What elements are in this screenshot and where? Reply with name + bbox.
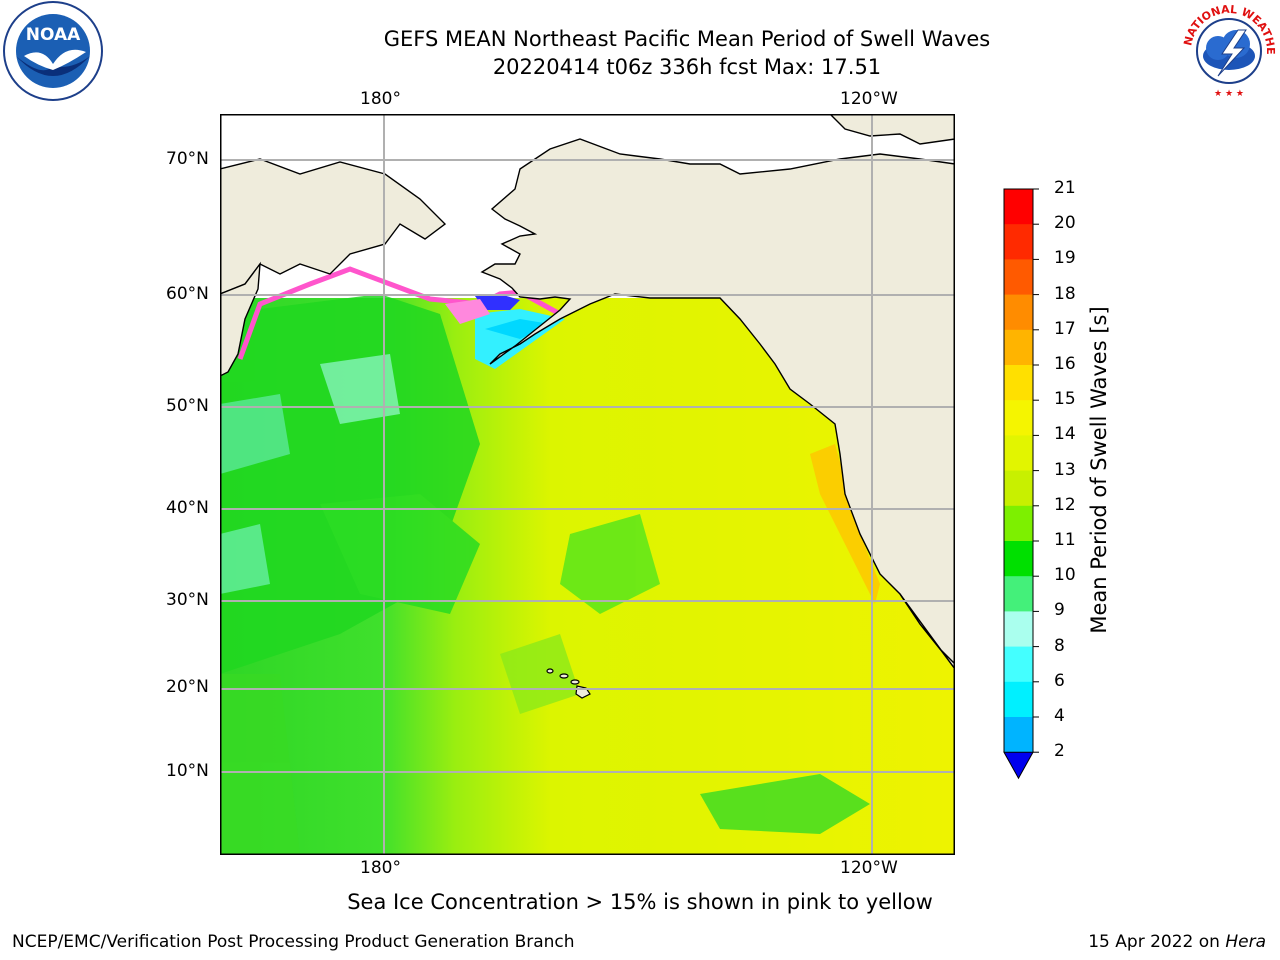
land-masses xyxy=(220,114,955,855)
svg-text:★ ★ ★: ★ ★ ★ xyxy=(1214,89,1244,99)
colorbar-label: 8 xyxy=(1054,635,1065,656)
credit-text: NCEP/EMC/Verification Post Processing Pr… xyxy=(12,932,575,952)
colorbar-label: 16 xyxy=(1054,354,1076,374)
colorbar-segment xyxy=(1004,505,1033,542)
colorbar-segment xyxy=(1004,646,1033,683)
top-tick-180: 180° xyxy=(360,89,401,109)
bottom-tick-180: 180° xyxy=(360,858,401,878)
bottom-tick-120w: 120°W xyxy=(840,858,898,878)
colorbar-segment xyxy=(1004,541,1033,577)
colorbar-label: 10 xyxy=(1054,565,1076,586)
lat-tick-40n: 40°N xyxy=(166,498,209,518)
colorbar-segment xyxy=(1004,329,1033,366)
colorbar-segment xyxy=(1004,400,1033,436)
colorbar-under-arrow xyxy=(1003,751,1034,780)
top-tick-120w: 120°W xyxy=(840,89,898,109)
colorbar-label: 11 xyxy=(1054,530,1076,550)
colorbar-label: 13 xyxy=(1054,459,1076,480)
colorbar-segment xyxy=(1004,259,1033,296)
colorbar-segment xyxy=(1004,611,1033,648)
swell-period-map xyxy=(220,114,955,855)
colorbar-label: 4 xyxy=(1054,706,1065,726)
noaa-logo-text: NOAA xyxy=(26,25,81,45)
colorbar-segment xyxy=(1004,681,1033,718)
lat-tick-20n: 20°N xyxy=(166,677,209,697)
colorbar-label: 6 xyxy=(1054,670,1065,691)
date-host: Hera xyxy=(1225,932,1266,952)
colorbar-label: 9 xyxy=(1054,600,1065,621)
colorbar-label: 2 xyxy=(1054,741,1065,762)
colorbar-label: 21 xyxy=(1054,178,1076,198)
colorbar-label: 17 xyxy=(1054,318,1076,339)
map-title: GEFS MEAN Northeast Pacific Mean Period … xyxy=(383,27,991,51)
colorbar-segment xyxy=(1004,717,1033,753)
lat-tick-10n: 10°N xyxy=(166,761,209,781)
swell-patches xyxy=(220,294,870,855)
colorbar-title: Mean Period of Swell Waves [s] xyxy=(1087,306,1111,634)
date-label: 15 Apr 2022 on xyxy=(1088,932,1226,952)
lat-tick-30n: 30°N xyxy=(166,590,209,610)
colorbar-segment xyxy=(1004,224,1033,260)
date-text: 15 Apr 2022 on Hera xyxy=(1088,932,1266,952)
sea-ice-note: Sea Ice Concentration > 15% is shown in … xyxy=(347,890,933,914)
colorbar-segment xyxy=(1004,576,1033,612)
lat-tick-60n: 60°N xyxy=(166,284,209,304)
noaa-logo-icon: NOAA xyxy=(3,1,103,101)
nws-logo-icon: NATIONAL WEATHER SERVICE ★ ★ ★ xyxy=(1178,0,1277,99)
colorbar-segment xyxy=(1004,470,1033,507)
colorbar-label: 19 xyxy=(1054,248,1076,269)
colorbar-segment xyxy=(1004,189,1033,225)
map-subtitle: 20220414 t06z 336h fcst Max: 17.51 xyxy=(492,55,882,79)
colorbar-label: 20 xyxy=(1054,213,1076,234)
colorbar-segment xyxy=(1004,435,1033,472)
colorbar-label: 15 xyxy=(1054,389,1076,410)
colorbar-label: 18 xyxy=(1054,283,1076,304)
colorbar-label: 12 xyxy=(1054,494,1076,515)
lat-tick-50n: 50°N xyxy=(166,396,209,416)
map-gridlines xyxy=(220,114,955,855)
colorbar-segment xyxy=(1004,294,1033,331)
colorbar-segment xyxy=(1004,365,1033,401)
colorbar xyxy=(1003,188,1039,780)
colorbar-label: 14 xyxy=(1054,424,1076,445)
lat-tick-70n: 70°N xyxy=(166,149,209,169)
